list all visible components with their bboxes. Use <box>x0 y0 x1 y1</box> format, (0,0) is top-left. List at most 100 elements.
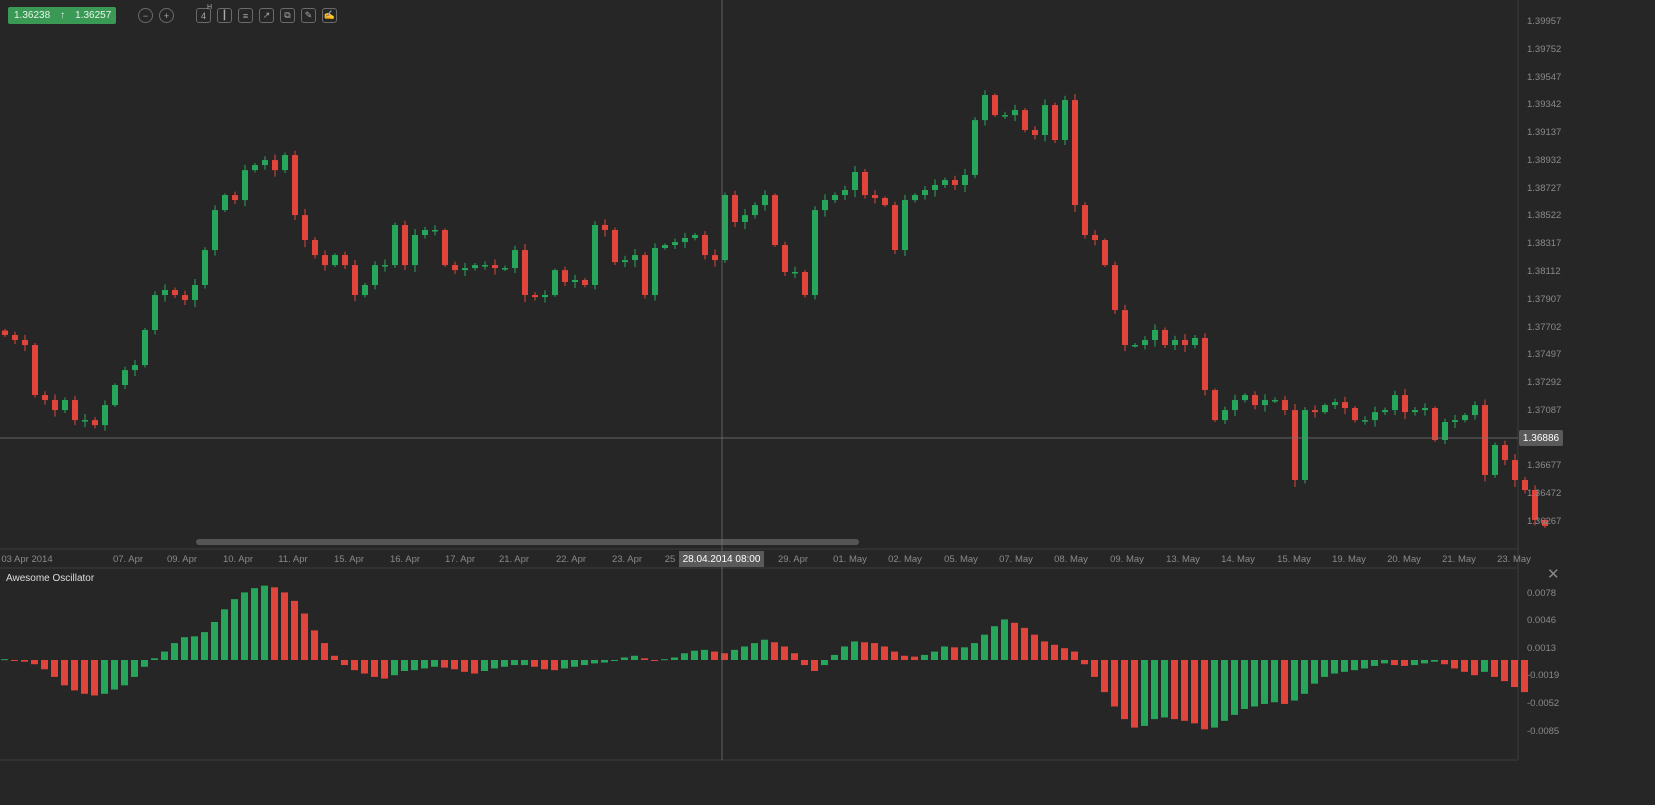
candle <box>1002 111 1008 120</box>
ao-bar <box>711 651 718 660</box>
candle <box>342 251 348 270</box>
oscillator-tick-label: -0.0052 <box>1527 697 1560 709</box>
candle <box>1372 406 1378 427</box>
crosshair-price-label: 1.36886 <box>1519 430 1563 446</box>
candle <box>282 152 288 174</box>
candle-body <box>152 295 158 330</box>
time-tick-label: 09. May <box>1110 554 1144 565</box>
indicators-icon[interactable]: ≡ <box>238 8 253 23</box>
oscillator-tick-label: -0.0019 <box>1527 670 1560 682</box>
candle <box>592 221 598 290</box>
candle <box>632 248 638 268</box>
quote-badge[interactable]: 1.36238 ↑ 1.36257 <box>8 7 116 24</box>
price-tick-label: 1.37702 <box>1527 321 1562 333</box>
candle <box>1322 403 1328 415</box>
ao-bar <box>581 660 588 666</box>
ao-bar <box>981 634 988 660</box>
ao-bar <box>931 651 938 660</box>
candle <box>612 227 618 266</box>
ao-bar <box>731 649 738 660</box>
ao-bar <box>1321 660 1328 677</box>
candle <box>132 359 138 377</box>
candle <box>1492 442 1498 478</box>
candle-body <box>1372 412 1378 421</box>
copy-icon[interactable]: ⧉ <box>280 8 295 23</box>
candle <box>1172 335 1178 351</box>
ao-bar <box>311 630 318 660</box>
time-tick-label: 03 Apr 2014 <box>1 554 53 565</box>
candle <box>842 185 848 201</box>
close-icon[interactable]: ✕ <box>1547 566 1560 583</box>
price-tick-label: 1.38932 <box>1527 154 1562 166</box>
price-tick-label: 1.39547 <box>1527 71 1562 83</box>
time-tick-label: 19. May <box>1332 554 1366 565</box>
candle-body <box>1202 337 1208 391</box>
bid-price: 1.36238 <box>14 10 51 21</box>
ao-bar <box>511 660 518 666</box>
ao-bar <box>1231 660 1238 715</box>
candle <box>1222 406 1228 425</box>
horizontal-scrollbar[interactable] <box>196 539 859 545</box>
ao-bar <box>671 657 678 660</box>
candle <box>112 383 118 407</box>
candle <box>582 277 588 288</box>
candle-body <box>312 240 318 256</box>
candle <box>542 290 548 303</box>
candle <box>1262 394 1268 412</box>
price-tick-label: 1.38727 <box>1527 182 1562 194</box>
candle-body <box>1162 329 1168 346</box>
ao-bar <box>961 647 968 660</box>
candle <box>682 232 688 249</box>
ao-bar <box>1501 660 1508 682</box>
candle-body <box>1432 408 1438 441</box>
draw-icon[interactable]: ✍ <box>322 8 337 23</box>
candle <box>1412 407 1418 416</box>
candle <box>1012 104 1018 122</box>
candle-body <box>452 265 458 271</box>
chart-template-icon[interactable]: ↗ <box>259 8 274 23</box>
candle-body <box>1082 205 1088 236</box>
candle-body <box>1182 340 1188 346</box>
candle-body <box>42 395 48 401</box>
candlestick-type-icon[interactable]: ┃ <box>217 8 232 23</box>
candle <box>552 268 558 297</box>
candle-body <box>882 198 888 206</box>
candle <box>1482 399 1488 482</box>
ao-bar <box>551 660 558 671</box>
ao-bar <box>841 646 848 660</box>
candle-body <box>672 242 678 246</box>
candle-body <box>422 229 428 236</box>
candle-body <box>1302 410 1308 480</box>
candle-body <box>1092 235 1098 241</box>
candle-body <box>972 120 978 175</box>
candle-body <box>622 260 628 263</box>
ao-bar <box>91 660 98 696</box>
candle-body <box>1442 421 1448 441</box>
candle-body <box>502 268 508 270</box>
ao-bar <box>1071 651 1078 660</box>
candle-body <box>1532 490 1538 520</box>
candle-body <box>1292 410 1298 480</box>
ao-bar <box>851 641 858 660</box>
candle-body <box>402 224 408 266</box>
zoom-in-icon[interactable]: + <box>159 8 174 23</box>
time-tick-label: 02. May <box>888 554 922 565</box>
candle-body <box>342 255 348 266</box>
ao-bar <box>421 660 428 669</box>
candle <box>1442 418 1448 444</box>
candle <box>82 414 88 428</box>
ao-bar <box>971 643 978 660</box>
candle-body <box>1392 395 1398 411</box>
candle <box>362 282 368 298</box>
ao-bar <box>1221 660 1228 721</box>
ao-bar <box>901 655 908 660</box>
edit-icon[interactable]: ✎ <box>301 8 316 23</box>
candle-body <box>52 400 58 411</box>
candle-body <box>1002 115 1008 117</box>
ao-bar <box>391 660 398 676</box>
candle <box>812 206 818 300</box>
zoom-out-icon[interactable]: − <box>138 8 153 23</box>
candle <box>1202 333 1208 396</box>
